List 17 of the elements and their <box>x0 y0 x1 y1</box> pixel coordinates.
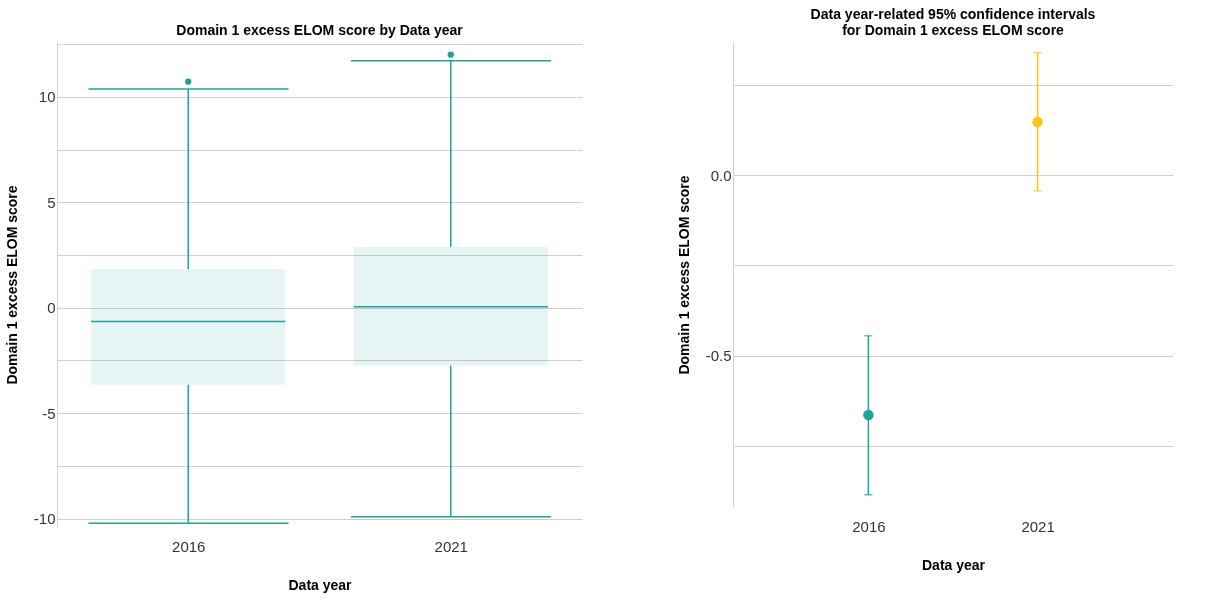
y-tick-label: 0.0 <box>710 166 732 184</box>
y-axis-title: Domain 1 excess ELOM score <box>675 175 692 375</box>
y-tick-label: -0.5 <box>705 347 732 365</box>
x-tick-label: 2021 <box>1021 517 1055 535</box>
y-tick-label: 0 <box>47 299 56 317</box>
y-tick-label: -10 <box>33 510 56 528</box>
x-tick-label: 2016 <box>172 537 206 555</box>
y-tick-label: 10 <box>38 88 56 106</box>
y-tick-label: 5 <box>47 193 56 211</box>
y-axis-title: Domain 1 excess ELOM score <box>3 185 20 385</box>
x-axis-title: Data year <box>288 576 353 593</box>
x-tick-label: 2016 <box>852 517 886 535</box>
chart-title: Domain 1 excess ELOM score by Data year <box>176 22 464 38</box>
y-tick-label: -5 <box>42 404 56 422</box>
chart-title: Data year-related 95% confidence intervals for Domain 1 excess ELOM score <box>810 6 1096 38</box>
x-tick-label: 2021 <box>434 537 468 555</box>
x-axis-title: Data year <box>921 556 986 573</box>
